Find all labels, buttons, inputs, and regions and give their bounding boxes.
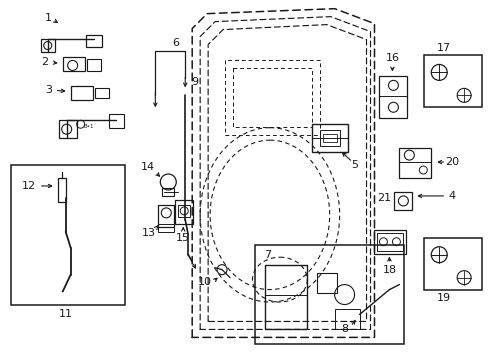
Bar (85, 35, 102, 46)
Text: 19: 19 (436, 293, 450, 302)
Bar (424, 55, 481, 107)
Text: 15: 15 (176, 233, 190, 243)
Bar (322, 134, 336, 142)
Text: 3: 3 (45, 85, 52, 95)
Bar (334, 310, 359, 329)
Bar (379, 76, 407, 118)
Bar (254, 245, 404, 345)
Bar (59, 120, 77, 138)
Bar (394, 192, 411, 210)
Bar (377, 233, 403, 251)
Text: 1: 1 (45, 13, 52, 23)
Text: 9: 9 (191, 77, 198, 87)
Text: 4: 4 (447, 191, 455, 201)
Bar (316, 273, 336, 293)
Text: 2: 2 (41, 58, 48, 67)
Text: 20: 20 (444, 157, 458, 167)
Bar (178, 205, 190, 217)
Bar (62, 58, 84, 71)
Bar (319, 130, 339, 146)
Bar (374, 230, 406, 254)
Text: 17: 17 (436, 42, 450, 53)
Bar (58, 178, 65, 202)
Bar (264, 265, 306, 294)
Bar (175, 200, 193, 224)
Text: 14: 14 (141, 162, 155, 172)
Bar (158, 205, 174, 227)
Text: 11: 11 (59, 310, 73, 319)
Bar (94, 88, 108, 98)
Text: 16: 16 (385, 54, 399, 63)
Text: B•1: B•1 (83, 124, 94, 129)
Text: 13: 13 (141, 228, 155, 238)
Bar (158, 224, 174, 232)
Bar (424, 238, 481, 289)
Text: 10: 10 (198, 276, 212, 287)
Text: 21: 21 (377, 193, 391, 203)
Bar (162, 188, 174, 196)
Bar (108, 114, 124, 128)
Bar (71, 86, 92, 100)
Bar (11, 165, 125, 305)
Bar (86, 59, 101, 71)
Bar (399, 148, 430, 178)
Text: 8: 8 (340, 324, 347, 334)
Bar (41, 39, 55, 53)
Text: 7: 7 (264, 250, 271, 260)
Text: 12: 12 (22, 181, 36, 191)
Bar (311, 124, 347, 152)
Text: 6: 6 (171, 37, 179, 48)
Text: 18: 18 (382, 265, 396, 275)
Bar (264, 265, 306, 329)
Text: 5: 5 (350, 160, 357, 170)
